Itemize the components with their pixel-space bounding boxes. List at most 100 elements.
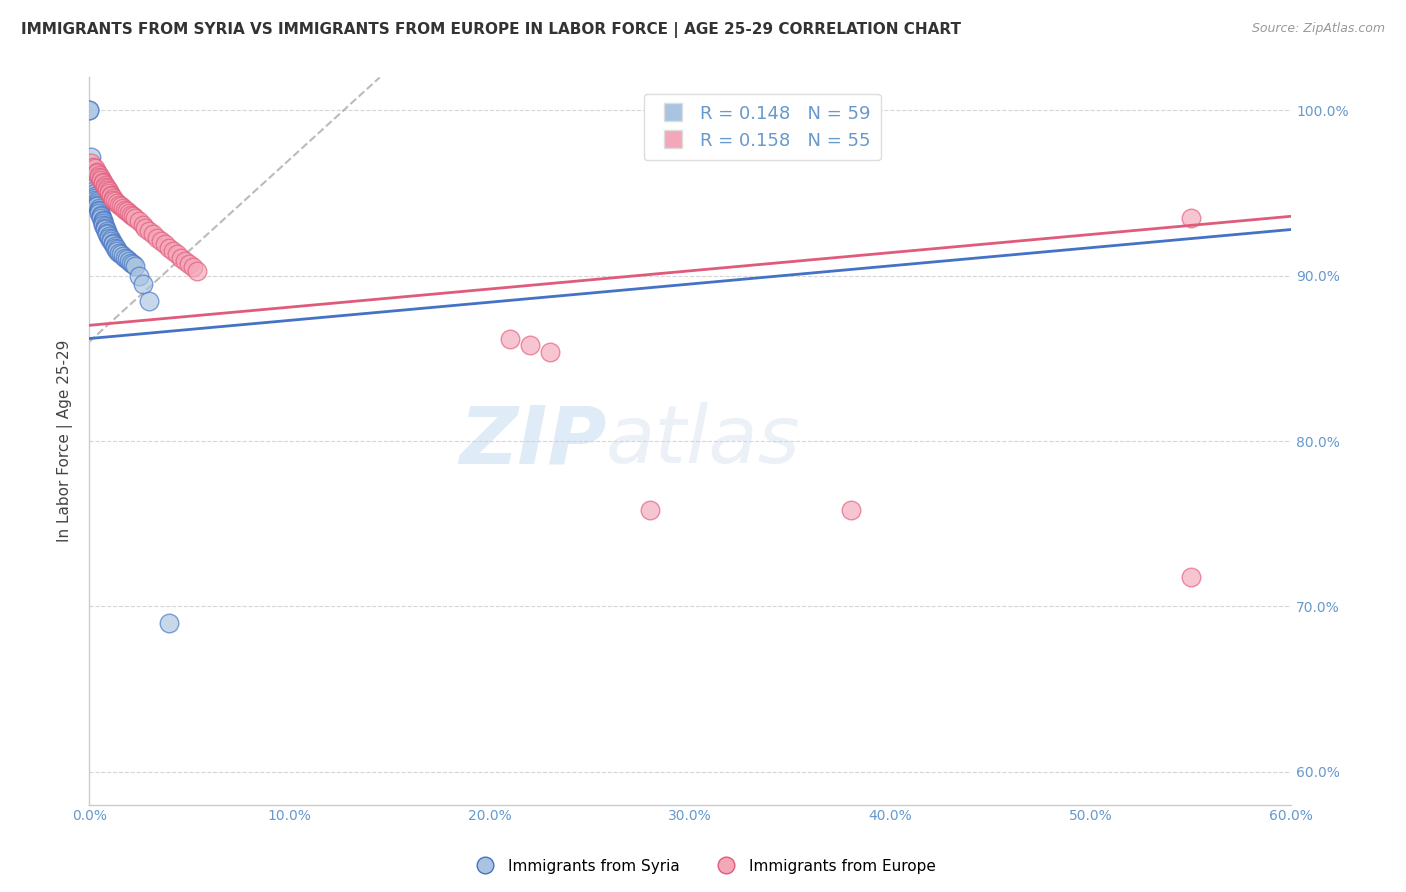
Point: [104, 241, 127, 255]
Point: [128, 214, 150, 228]
Point: [100, 189, 122, 203]
Point: [89, 201, 111, 215]
Point: [98, 186, 121, 201]
Point: [77, 103, 100, 118]
Point: [124, 259, 146, 273]
Point: [166, 247, 188, 261]
Point: [519, 338, 541, 352]
Point: [89, 204, 111, 219]
Point: [98, 229, 121, 244]
Point: [115, 252, 138, 267]
Point: [1180, 569, 1202, 583]
Point: [124, 211, 146, 225]
Point: [90, 173, 112, 187]
Y-axis label: In Labor Force | Age 25-29: In Labor Force | Age 25-29: [58, 340, 73, 542]
Point: [157, 241, 180, 255]
Point: [170, 251, 193, 265]
Point: [174, 253, 197, 268]
Point: [157, 615, 180, 630]
Point: [90, 208, 112, 222]
Point: [91, 216, 114, 230]
Point: [118, 206, 141, 220]
Point: [82, 173, 104, 187]
Point: [122, 209, 145, 223]
Point: [98, 231, 121, 245]
Point: [80, 161, 103, 176]
Point: [103, 193, 125, 207]
Point: [103, 237, 125, 252]
Point: [94, 222, 117, 236]
Point: [128, 268, 150, 283]
Point: [89, 202, 111, 217]
Point: [84, 189, 107, 203]
Point: [86, 199, 108, 213]
Point: [150, 234, 173, 248]
Point: [90, 209, 112, 223]
Point: [132, 277, 155, 291]
Point: [146, 231, 169, 245]
Point: [155, 237, 177, 252]
Point: [115, 204, 138, 219]
Point: [80, 169, 103, 184]
Legend: Immigrants from Syria, Immigrants from Europe: Immigrants from Syria, Immigrants from E…: [464, 853, 942, 880]
Point: [84, 186, 107, 201]
Point: [120, 208, 142, 222]
Text: Source: ZipAtlas.com: Source: ZipAtlas.com: [1251, 22, 1385, 36]
Point: [103, 191, 125, 205]
Point: [104, 194, 127, 209]
Point: [86, 194, 108, 209]
Legend: R = 0.148   N = 59, R = 0.158   N = 55: R = 0.148 N = 59, R = 0.158 N = 55: [644, 94, 882, 161]
Point: [118, 253, 141, 268]
Point: [82, 181, 104, 195]
Point: [179, 257, 201, 271]
Point: [84, 183, 107, 197]
Point: [89, 169, 111, 184]
Point: [499, 332, 522, 346]
Point: [98, 185, 121, 199]
Point: [104, 239, 127, 253]
Point: [94, 220, 117, 235]
Point: [114, 202, 136, 217]
Point: [91, 176, 114, 190]
Point: [84, 191, 107, 205]
Point: [114, 251, 136, 265]
Point: [91, 214, 114, 228]
Point: [90, 171, 112, 186]
Point: [112, 201, 135, 215]
Point: [138, 293, 160, 308]
Point: [105, 196, 128, 211]
Point: [186, 264, 208, 278]
Point: [110, 247, 132, 261]
Point: [86, 196, 108, 211]
Point: [96, 224, 118, 238]
Point: [82, 160, 104, 174]
Point: [110, 199, 132, 213]
Point: [91, 175, 114, 189]
Point: [96, 227, 118, 242]
Point: [91, 212, 114, 227]
Point: [162, 244, 184, 258]
Point: [80, 150, 103, 164]
Point: [108, 245, 131, 260]
Point: [120, 255, 142, 269]
Point: [105, 243, 128, 257]
Point: [94, 178, 117, 192]
Point: [96, 183, 118, 197]
Point: [134, 220, 156, 235]
Point: [80, 156, 103, 170]
Point: [538, 344, 561, 359]
Point: [100, 187, 122, 202]
Point: [100, 232, 122, 246]
Point: [839, 503, 862, 517]
Point: [84, 161, 107, 176]
Text: IMMIGRANTS FROM SYRIA VS IMMIGRANTS FROM EUROPE IN LABOR FORCE | AGE 25-29 CORRE: IMMIGRANTS FROM SYRIA VS IMMIGRANTS FROM…: [21, 22, 962, 38]
Text: atlas: atlas: [606, 402, 801, 480]
Point: [112, 249, 135, 263]
Point: [86, 197, 108, 211]
Point: [103, 235, 125, 250]
Point: [122, 257, 145, 271]
Point: [138, 224, 160, 238]
Point: [94, 219, 117, 234]
Point: [94, 179, 117, 194]
Point: [89, 206, 111, 220]
